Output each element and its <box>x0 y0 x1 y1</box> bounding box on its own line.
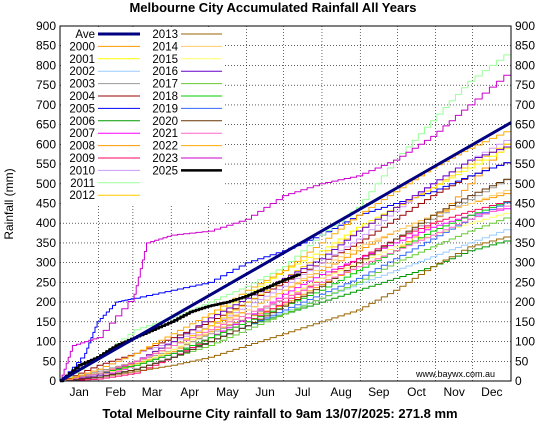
y-tick-label-right: 900 <box>515 19 535 33</box>
legend-label: 2020 <box>152 116 178 128</box>
legend-label: 2012 <box>69 190 95 202</box>
legend-label: Ave <box>75 29 95 41</box>
y-tick-label-right: 200 <box>515 295 535 309</box>
y-tick-label-left: 600 <box>36 137 56 151</box>
x-tick-label: Dec <box>481 385 502 399</box>
x-tick-label: Mar <box>142 385 163 399</box>
series-line-2021 <box>60 203 512 382</box>
y-tick-label-right: 850 <box>515 39 535 53</box>
x-tick-label: Apr <box>180 385 199 399</box>
y-tick-label-right: 750 <box>515 78 535 92</box>
series-layer <box>59 49 512 383</box>
y-tick-label-right: 250 <box>515 275 535 289</box>
y-tick-label-right: 700 <box>515 98 535 112</box>
x-tick-label: Jan <box>69 385 88 399</box>
legend-background <box>61 27 225 205</box>
series-line-ave <box>59 121 512 383</box>
y-tick-label-right: 450 <box>515 197 535 211</box>
x-tick-label: Oct <box>407 385 426 399</box>
y-tick-label-right: 550 <box>515 157 535 171</box>
series-line-2025 <box>60 273 301 383</box>
legend-label: 2023 <box>152 153 178 165</box>
y-tick-label-left: 250 <box>36 275 56 289</box>
y-tick-label-left: 500 <box>36 177 56 191</box>
plot-frame <box>59 25 512 382</box>
legend-label: 2014 <box>152 41 178 53</box>
legend-label: 2011 <box>70 178 95 190</box>
y-tick-label-left: 550 <box>36 157 56 171</box>
series-line-2011 <box>60 49 512 382</box>
legend-label: 2009 <box>69 153 95 165</box>
y-tick-label-left: 50 <box>43 354 57 368</box>
x-tick-label: Jun <box>255 385 274 399</box>
legend-label: 2019 <box>152 103 178 115</box>
y-tick-label-left: 750 <box>36 78 56 92</box>
y-tick-label-right: 600 <box>515 137 535 151</box>
y-axis-label: Rainfall (mm) <box>2 168 16 239</box>
legend-label: 2021 <box>152 128 178 140</box>
y-tick-label-right: 150 <box>515 315 535 329</box>
y-tick-label-right: 800 <box>515 58 535 72</box>
legend-label: 2025 <box>152 165 178 177</box>
tick-layer: 0 0 50 50 100 100 150 150 200 200 250 250 300 300 350 3… <box>36 19 535 399</box>
series-line-2009 <box>60 199 512 382</box>
legend-label: 2003 <box>69 79 95 91</box>
chart-title: Melbourne City Accumulated Rainfall All … <box>129 0 416 15</box>
y-tick-label-right: 500 <box>515 177 535 191</box>
y-tick-label-left: 450 <box>36 197 56 211</box>
y-tick-label-right: 0 <box>515 374 522 388</box>
legend-label: 2022 <box>152 141 178 153</box>
y-tick-label-left: 300 <box>36 256 56 270</box>
y-tick-label-left: 350 <box>36 236 56 250</box>
x-tick-label: Aug <box>330 385 351 399</box>
legend-label: 2017 <box>152 79 178 91</box>
legend-label: 2010 <box>69 165 95 177</box>
legend-label: 2008 <box>69 141 95 153</box>
y-tick-label-left: 850 <box>36 39 56 53</box>
series-line-2013 <box>60 235 512 382</box>
y-tick-label-right: 50 <box>515 354 529 368</box>
legend-label: 2016 <box>152 66 178 78</box>
source-credit: www.baywx.com.au <box>415 369 495 379</box>
y-tick-label-right: 350 <box>515 236 535 250</box>
legend-label: 2018 <box>152 91 178 103</box>
y-tick-label-left: 650 <box>36 118 56 132</box>
x-tick-label: Nov <box>443 385 464 399</box>
y-tick-label-right: 400 <box>515 216 535 230</box>
legend-label: 2002 <box>69 66 95 78</box>
legend-label: 2005 <box>69 103 95 115</box>
y-tick-label-left: 200 <box>36 295 56 309</box>
legend-label: 2001 <box>69 54 95 66</box>
x-axis-label: Total Melbourne City rainfall to 9am 13/… <box>102 406 457 421</box>
y-tick-label-left: 800 <box>36 58 56 72</box>
legend-label: 2006 <box>69 116 95 128</box>
y-tick-label-left: 900 <box>36 19 56 33</box>
y-tick-label-right: 100 <box>515 335 535 349</box>
y-tick-label-right: 650 <box>515 118 535 132</box>
legend-label: 2015 <box>152 54 178 66</box>
y-tick-label-left: 100 <box>36 335 56 349</box>
series-line-2020 <box>60 175 512 382</box>
x-tick-label: Sep <box>368 385 390 399</box>
series-line-2023 <box>60 69 512 382</box>
legend: Ave2000200120022003200420052006200720082… <box>61 27 225 205</box>
legend-label: 2000 <box>69 41 95 53</box>
legend-label: 2013 <box>152 29 178 41</box>
y-tick-label-right: 300 <box>515 256 535 270</box>
y-tick-label-left: 0 <box>49 374 56 388</box>
legend-label: 2004 <box>69 91 95 103</box>
x-tick-label: Jul <box>295 385 310 399</box>
y-tick-label-left: 700 <box>36 98 56 112</box>
y-tick-label-left: 400 <box>36 216 56 230</box>
y-tick-label-left: 150 <box>36 315 56 329</box>
x-tick-label: May <box>216 385 239 399</box>
x-tick-label: Feb <box>105 385 126 399</box>
legend-label: 2007 <box>69 128 95 140</box>
